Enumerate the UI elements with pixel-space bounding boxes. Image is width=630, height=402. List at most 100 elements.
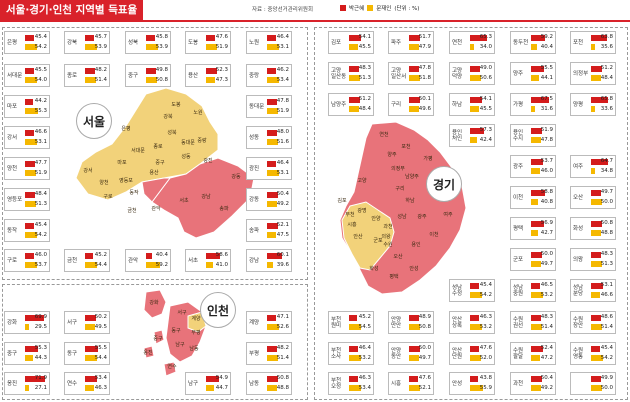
candidate2-bar: [470, 44, 474, 50]
candidate2-bar: [25, 262, 38, 268]
candidate2-value: 51.3: [600, 261, 613, 267]
candidate1-value: 46.4: [276, 160, 289, 166]
seoul-result-card: 용산 52.3 47.3: [185, 64, 231, 87]
candidate1-bar: [470, 346, 480, 352]
candidate1-value: 48.6: [600, 314, 613, 320]
gyeonggi-result-card: 동두천 59.2 40.4: [510, 31, 556, 54]
candidate1-value: 69.9: [34, 314, 47, 320]
candidate1-value: 47.6: [479, 345, 492, 351]
map-label: 용산: [149, 169, 159, 176]
candidate2-bar: [531, 385, 542, 391]
district-name: 연천: [452, 39, 463, 46]
gyeonggi-result-card: 군포 50.0 49.7: [510, 248, 556, 271]
candidate1-bar: [206, 68, 218, 74]
candidate2-value: 54.2: [34, 232, 47, 238]
candidate2-value: 42.4: [479, 137, 492, 143]
map-label: 도봉: [171, 102, 181, 108]
gyeonggi-result-card: 과천 50.4 49.2: [510, 372, 556, 395]
map-label: 안양: [371, 215, 381, 222]
seoul-result-card: 은평 45.4 54.2: [4, 31, 50, 54]
map-label: 강동: [231, 173, 241, 180]
candidate2-bar: [591, 355, 604, 361]
candidate1-bar: [531, 159, 544, 165]
candidate2-value: 54.4: [94, 355, 107, 361]
candidate1-value: 46.4: [276, 34, 289, 40]
district-name: 오산: [573, 194, 584, 201]
candidate2-value: 46.3: [94, 385, 107, 391]
map-label: 오산: [393, 253, 403, 260]
gyeonggi-result-card: 안산 단원 47.6 52.0: [449, 342, 495, 365]
map-label: 은평: [121, 125, 130, 132]
candidate1-value: 57.3: [479, 127, 492, 133]
seoul-result-card: 강서 46.6 53.1: [4, 126, 50, 149]
map-label: 노원: [193, 109, 203, 116]
candidate1-bar: [470, 283, 479, 289]
candidate1-bar: [267, 346, 277, 352]
gyeonggi-result-card: 성남 분당 53.1 46.6: [570, 279, 616, 302]
candidate2-bar: [85, 385, 94, 391]
district-name: 계양: [249, 319, 260, 326]
candidate2-value: 51.3: [34, 201, 47, 207]
candidate1-bar: [531, 35, 546, 41]
candidate2-value: 53.2: [479, 324, 492, 330]
district-name: 성남 분당: [573, 284, 584, 297]
candidate2-value: 49.7: [540, 261, 553, 267]
map-label: 관악: [151, 205, 161, 212]
candidate1-bar: [267, 192, 278, 198]
legend-unit: (단위 : %): [394, 6, 420, 12]
candidate1-bar: [267, 376, 278, 382]
candidate2-value: 51.9: [34, 170, 47, 176]
seoul-result-card: 노원 46.4 53.1: [246, 31, 292, 54]
candidate2-value: 53.9: [155, 44, 168, 50]
candidate1-bar: [25, 346, 38, 352]
candidate2-value: 53.9: [94, 44, 107, 50]
district-name: 성남 수정: [452, 284, 463, 297]
candidate1-bar: [206, 253, 221, 259]
candidate2-bar: [206, 385, 215, 391]
candidate1-value: 49.0: [479, 65, 492, 71]
candidate1-value: 54.1: [358, 34, 371, 40]
candidate1-bar: [349, 315, 358, 321]
district-name: 서초: [188, 257, 199, 264]
candidate2-value: 53.1: [34, 139, 47, 145]
candidate2-bar: [267, 355, 279, 361]
candidate2-bar: [25, 355, 34, 361]
candidate2-bar: [470, 75, 481, 81]
map-label: 동작: [129, 189, 139, 196]
gyeonggi-result-card: 광주 53.7 46.0: [510, 155, 556, 178]
candidate2-value: 53.4: [276, 77, 289, 83]
candidate1-bar: [267, 253, 282, 259]
incheon-result-card: 남구 54.9 44.7: [185, 372, 231, 395]
candidate1-value: 46.3: [358, 375, 371, 381]
district-name: 구로: [7, 257, 18, 264]
candidate2-bar: [531, 261, 542, 267]
district-name: 부천 원미: [331, 316, 342, 329]
candidate1-value: 47.6: [215, 34, 228, 40]
map-label: 옹진: [143, 349, 153, 356]
candidate2-value: 55.3: [34, 108, 47, 114]
candidate1-bar: [25, 223, 34, 229]
candidate2-value: 48.8: [276, 385, 289, 391]
district-name: 의정부: [573, 70, 589, 77]
candidate2-bar: [531, 137, 541, 143]
candidate1-bar: [85, 315, 96, 321]
candidate2-bar: [349, 75, 361, 81]
candidate2-value: 59.2: [155, 262, 168, 268]
candidate1-value: 49.9: [600, 375, 613, 381]
candidate2-value: 35.6: [600, 44, 613, 50]
candidate2-value: 48.4: [358, 106, 371, 112]
map-label: 과천: [383, 223, 393, 230]
candidate2-value: 49.6: [418, 106, 431, 112]
candidate1-bar: [267, 99, 277, 105]
candidate2-bar: [409, 324, 420, 330]
district-name: 양주: [513, 70, 524, 77]
candidate1-bar: [591, 315, 601, 321]
map-label: 중구: [153, 336, 163, 342]
seoul-result-card: 중랑 46.2 53.4: [246, 64, 292, 87]
gyeonggi-result-card: 평택 56.9 42.7: [510, 217, 556, 240]
gyeonggi-result-card: 시흥 47.6 52.1: [388, 372, 434, 395]
district-name: 중구: [128, 72, 139, 79]
candidate1-bar: [25, 130, 35, 136]
district-name: 안양 만안: [391, 316, 402, 329]
